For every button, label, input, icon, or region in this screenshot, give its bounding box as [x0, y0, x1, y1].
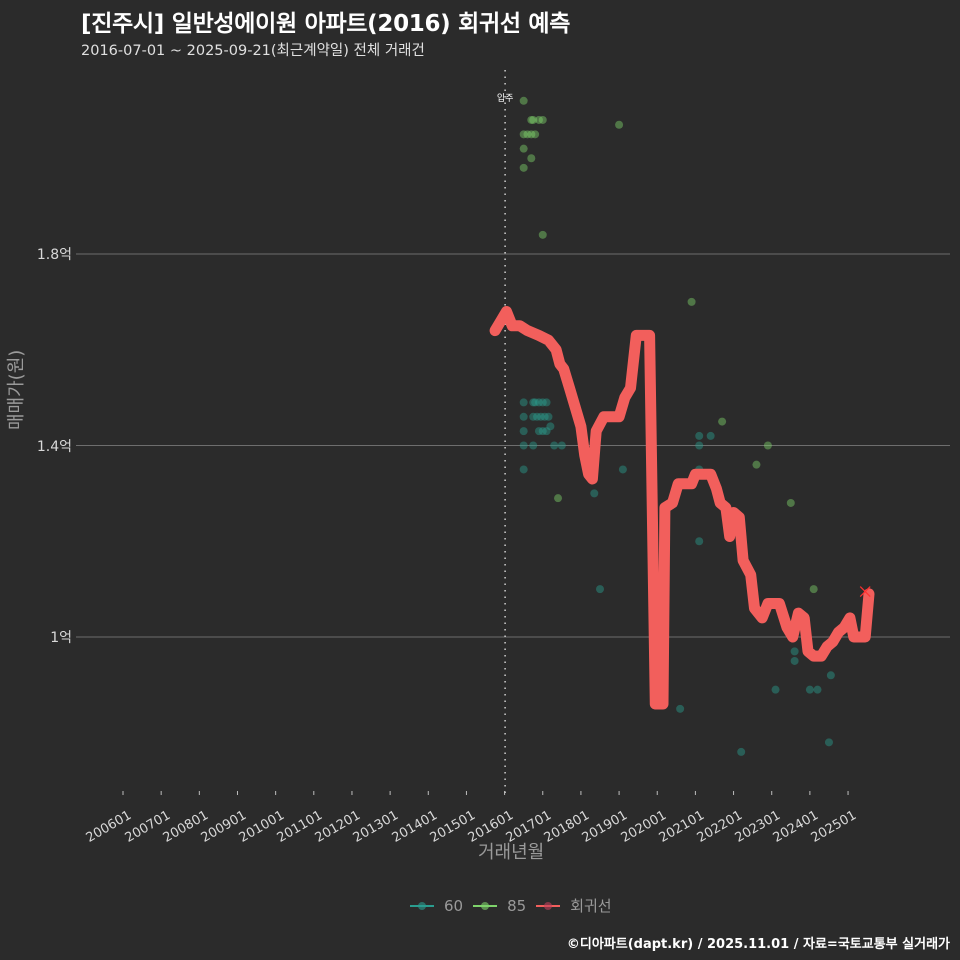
- legend-label-85: 85: [507, 896, 527, 915]
- data-point: [790, 647, 799, 656]
- data-point: [538, 427, 547, 436]
- source-caption: ©디아파트(dapt.kr) / 2025.11.01 / 자료=국토교통부 실…: [566, 937, 950, 952]
- data-point: [519, 96, 528, 105]
- series-60-points: [519, 398, 835, 756]
- data-point: [687, 297, 696, 306]
- data-point: [519, 412, 528, 421]
- legend: 60 85 회귀선: [410, 895, 612, 916]
- data-point: [529, 412, 538, 421]
- data-point: [809, 585, 818, 594]
- legend-key-85-icon: [473, 900, 498, 912]
- series-85-points: [519, 96, 818, 594]
- data-point: [519, 427, 528, 436]
- data-point: [519, 130, 528, 139]
- data-point: [590, 489, 599, 498]
- data-point: [519, 465, 528, 474]
- data-point: [529, 441, 538, 450]
- data-point: [536, 412, 545, 421]
- y-axis-label: 매매가(원): [6, 349, 27, 430]
- data-point: [534, 115, 543, 124]
- data-point: [533, 412, 542, 421]
- regression-line: [489, 306, 875, 710]
- data-point: [786, 498, 795, 507]
- legend-item-60[interactable]: 60: [410, 897, 463, 915]
- data-point: [557, 441, 566, 450]
- data-point: [771, 685, 780, 694]
- chart-subtitle: 2016-07-01 ~ 2025-09-21(최근계약일) 전체 거래건: [81, 43, 425, 59]
- data-point: [550, 441, 559, 450]
- data-point: [824, 738, 833, 747]
- data-point: [529, 398, 538, 407]
- data-point: [527, 115, 536, 124]
- data-point: [519, 441, 528, 450]
- legend-item-85[interactable]: 85: [473, 897, 526, 915]
- data-point: [531, 130, 540, 139]
- data-point: [805, 685, 814, 694]
- data-point: [695, 441, 704, 450]
- data-point: [618, 465, 627, 474]
- legend-key-60-icon: [410, 900, 434, 912]
- data-point: [542, 398, 551, 407]
- legend-item-regression[interactable]: 회귀선: [536, 895, 612, 916]
- data-point: [523, 130, 532, 139]
- data-point: [826, 671, 835, 680]
- data-point: [519, 163, 528, 172]
- y-tick-label: 1.8억: [36, 247, 72, 263]
- data-point: [615, 120, 624, 129]
- y-tick-label: 1.4억: [36, 438, 72, 455]
- data-point: [695, 537, 704, 546]
- data-point: [695, 431, 704, 440]
- data-point: [538, 230, 547, 239]
- data-point: [737, 747, 746, 756]
- data-point: [531, 398, 540, 407]
- move-in-label: 입주: [497, 92, 514, 104]
- y-tick-label: 1억: [50, 630, 72, 646]
- data-point: [790, 656, 799, 665]
- data-point: [546, 422, 555, 431]
- data-point: [540, 412, 549, 421]
- legend-label-60: 60: [444, 896, 464, 915]
- data-point: [529, 115, 538, 124]
- data-point: [542, 427, 551, 436]
- data-point: [596, 585, 604, 594]
- legend-key-regression-icon: [536, 900, 561, 912]
- data-point: [813, 685, 822, 694]
- data-point: [534, 427, 543, 436]
- data-point: [527, 130, 536, 139]
- data-point: [763, 441, 772, 450]
- data-point: [519, 398, 528, 407]
- x-axis-label: 거래년월: [478, 842, 545, 863]
- gridlines: [76, 253, 950, 638]
- data-point: [534, 398, 543, 407]
- data-point: [676, 704, 685, 713]
- data-point: [544, 412, 553, 421]
- last-point-marker: [859, 586, 871, 597]
- data-point: [527, 154, 536, 163]
- x-axis-ticks: [122, 791, 849, 795]
- data-point: [519, 144, 528, 153]
- move-in-marker: 입주: [497, 70, 514, 795]
- chart-title: [진주시] 일반성에이원 아파트(2016) 회귀선 예측: [81, 11, 571, 37]
- data-point: [706, 431, 715, 440]
- data-point: [538, 398, 547, 407]
- legend-label-regression: 회귀선: [570, 897, 612, 915]
- data-point: [538, 115, 547, 124]
- data-point: [554, 494, 563, 503]
- data-point: [752, 460, 761, 469]
- data-point: [718, 417, 727, 426]
